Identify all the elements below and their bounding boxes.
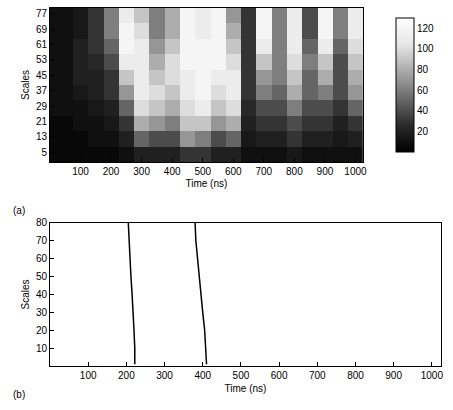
svg-text:600: 600 xyxy=(225,166,242,177)
svg-text:400: 400 xyxy=(164,166,181,177)
svg-text:1000: 1000 xyxy=(344,166,367,177)
svg-text:Time (ns): Time (ns) xyxy=(185,178,227,189)
svg-text:61: 61 xyxy=(36,39,48,50)
svg-text:800: 800 xyxy=(286,166,303,177)
svg-text:60: 60 xyxy=(36,253,48,264)
svg-text:40: 40 xyxy=(36,289,48,300)
svg-text:800: 800 xyxy=(347,370,364,381)
svg-text:120: 120 xyxy=(417,23,434,34)
svg-text:29: 29 xyxy=(36,101,48,112)
svg-text:13: 13 xyxy=(36,131,48,142)
svg-text:900: 900 xyxy=(385,370,402,381)
svg-text:700: 700 xyxy=(255,166,272,177)
svg-text:300: 300 xyxy=(156,370,173,381)
svg-text:100: 100 xyxy=(80,370,97,381)
svg-text:5: 5 xyxy=(41,147,47,158)
svg-text:20: 20 xyxy=(417,126,429,137)
svg-text:100: 100 xyxy=(72,166,89,177)
svg-text:200: 200 xyxy=(103,166,120,177)
svg-text:(a): (a) xyxy=(13,205,25,216)
svg-text:45: 45 xyxy=(36,70,48,81)
svg-text:69: 69 xyxy=(36,24,48,35)
svg-text:400: 400 xyxy=(194,370,211,381)
svg-text:Scales: Scales xyxy=(20,279,31,309)
svg-text:600: 600 xyxy=(271,370,288,381)
svg-text:Time (ns): Time (ns) xyxy=(225,383,267,394)
svg-text:70: 70 xyxy=(36,235,48,246)
svg-text:1000: 1000 xyxy=(421,370,444,381)
svg-text:10: 10 xyxy=(36,343,48,354)
svg-text:700: 700 xyxy=(309,370,326,381)
svg-text:500: 500 xyxy=(194,166,211,177)
svg-text:40: 40 xyxy=(417,105,429,116)
svg-text:80: 80 xyxy=(417,64,429,75)
svg-text:Scales: Scales xyxy=(20,70,31,100)
svg-text:21: 21 xyxy=(36,116,48,127)
svg-text:37: 37 xyxy=(36,85,48,96)
svg-text:900: 900 xyxy=(317,166,334,177)
svg-text:300: 300 xyxy=(133,166,150,177)
svg-text:20: 20 xyxy=(36,325,48,336)
svg-text:500: 500 xyxy=(233,370,250,381)
svg-text:100: 100 xyxy=(417,43,434,54)
svg-text:77: 77 xyxy=(36,8,48,19)
svg-text:50: 50 xyxy=(36,271,48,282)
svg-text:30: 30 xyxy=(36,307,48,318)
svg-text:80: 80 xyxy=(36,217,48,228)
svg-text:53: 53 xyxy=(36,54,48,65)
svg-text:200: 200 xyxy=(118,370,135,381)
svg-text:(b): (b) xyxy=(13,389,25,400)
svg-text:60: 60 xyxy=(417,85,429,96)
